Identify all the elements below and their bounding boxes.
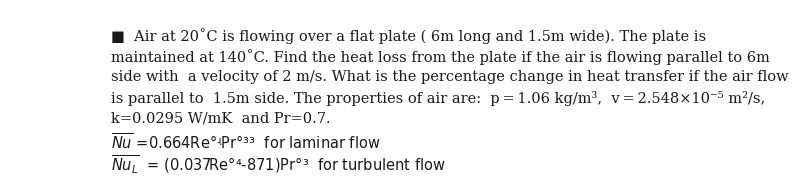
Text: $\overline{Nu_L}$  = (0.037Re°⁴-871)Pr°³  for turbulent flow: $\overline{Nu_L}$ = (0.037Re°⁴-871)Pr°³ … [110,154,446,176]
Text: maintained at 140˚C. Find the heat loss from the plate if the air is flowing par: maintained at 140˚C. Find the heat loss … [110,49,770,65]
Text: side with  a velocity of 2 m/s. What is the percentage change in heat transfer i: side with a velocity of 2 m/s. What is t… [110,70,788,84]
Text: $\overline{Nu}$ =0.664Re°ʵPr°³³  for laminar flow: $\overline{Nu}$ =0.664Re°ʵPr°³³ for lami… [110,133,380,153]
Text: k=0.0295 W/mK  and Pr=0.7.: k=0.0295 W/mK and Pr=0.7. [110,112,330,126]
Text: is parallel to  1.5m side. The properties of air are:  p = 1.06 kg/m³,  v = 2.54: is parallel to 1.5m side. The properties… [110,91,765,106]
Text: ■  Air at 20˚C is flowing over a flat plate ( 6m long and 1.5m wide). The plate : ■ Air at 20˚C is flowing over a flat pla… [110,28,706,44]
